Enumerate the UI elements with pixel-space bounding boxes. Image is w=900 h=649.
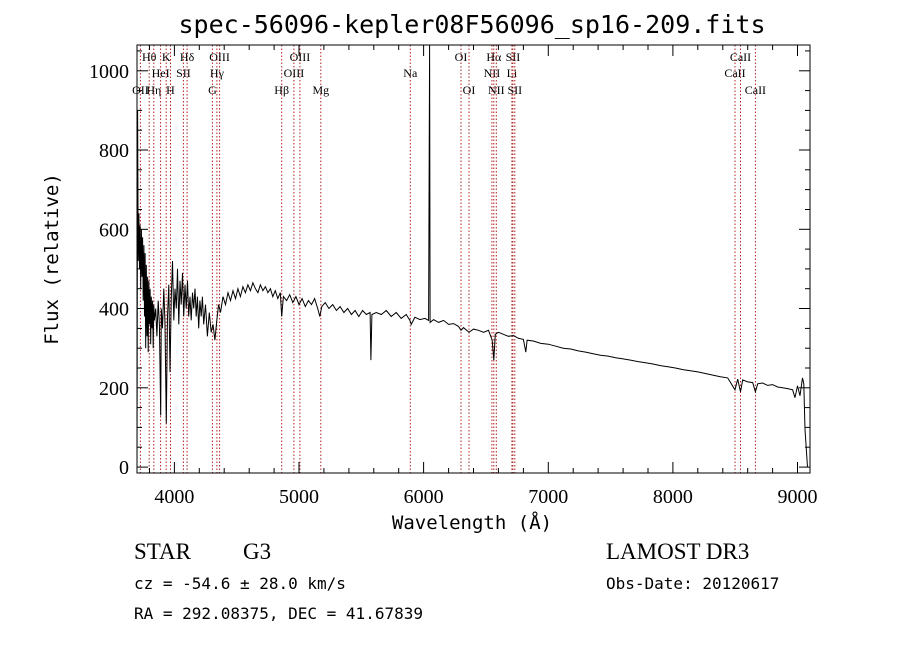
y-axis-label: Flux (relative) <box>41 173 63 345</box>
line-marker-label: Hδ <box>180 50 195 64</box>
line-marker-label: Mg <box>312 83 329 97</box>
x-tick-label: 9000 <box>778 486 818 508</box>
line-marker-label: OI <box>455 50 468 64</box>
x-tick-label: 7000 <box>528 486 568 508</box>
line-marker-label: OIII <box>284 66 305 80</box>
line-marker-label: Li <box>507 66 518 80</box>
y-tick-label: 1000 <box>89 61 129 83</box>
line-marker-label: OI <box>463 83 476 97</box>
chart-title: spec-56096-kepler08F56096_sp16-209.fits <box>179 10 766 39</box>
x-tick-label: 4000 <box>154 486 194 508</box>
x-tick-label: 8000 <box>653 486 693 508</box>
y-tick-label: 800 <box>99 140 129 162</box>
spectrum-series-line <box>136 44 808 468</box>
line-marker-label: Hη <box>146 83 161 97</box>
line-marker-label: CaII <box>745 83 766 97</box>
x-tick-label: 6000 <box>404 486 444 508</box>
line-marker-label: Hγ <box>210 66 225 80</box>
line-marker-label: NII <box>484 66 501 80</box>
x-axis-label: Wavelength (Å) <box>392 511 552 534</box>
line-marker-label: Hθ <box>142 50 157 64</box>
y-tick-label: 0 <box>119 457 129 479</box>
line-marker-label: SII <box>176 66 191 80</box>
y-tick-label: 600 <box>99 219 129 241</box>
object-class: STAR <box>134 539 192 564</box>
line-marker-layer: HθOIIHηHeIKHSIIHδGHγOIIIHβOIIIOIIIMgNaOI… <box>132 45 766 473</box>
y-tick-label: 400 <box>99 299 129 321</box>
line-marker-label: H <box>166 83 175 97</box>
line-marker-label: CaII <box>724 66 745 80</box>
line-marker-label: OIII <box>209 50 230 64</box>
survey-label: LAMOST DR3 <box>606 539 749 564</box>
x-tick-label: 5000 <box>279 486 319 508</box>
line-marker-label: OIII <box>290 50 311 64</box>
redshift-text: cz = -54.6 ± 28.0 km/s <box>134 574 346 593</box>
plot-frame <box>136 44 811 474</box>
line-marker-label: Hα <box>486 50 502 64</box>
y-tick-label: 200 <box>99 378 129 400</box>
object-subclass: G3 <box>243 539 271 564</box>
line-marker-label: K <box>162 50 171 64</box>
line-marker-label: CaII <box>730 50 751 64</box>
observation-date: Obs-Date: 20120617 <box>606 574 779 593</box>
line-marker-label: Na <box>403 66 418 80</box>
line-marker-label: G <box>208 83 217 97</box>
line-marker-label: OII <box>132 83 149 97</box>
line-marker-label: SII <box>506 50 521 64</box>
line-marker-label: Hβ <box>274 83 289 97</box>
line-marker-label: HeI <box>152 66 170 80</box>
line-marker-label: SII <box>507 83 522 97</box>
coordinates-text: RA = 292.08375, DEC = 41.67839 <box>134 604 423 623</box>
axis-ticks: 4000 5000 6000 7000 8000 9000 0 200 400 600 800 100… <box>89 45 818 508</box>
line-marker-label: NII <box>488 83 505 97</box>
